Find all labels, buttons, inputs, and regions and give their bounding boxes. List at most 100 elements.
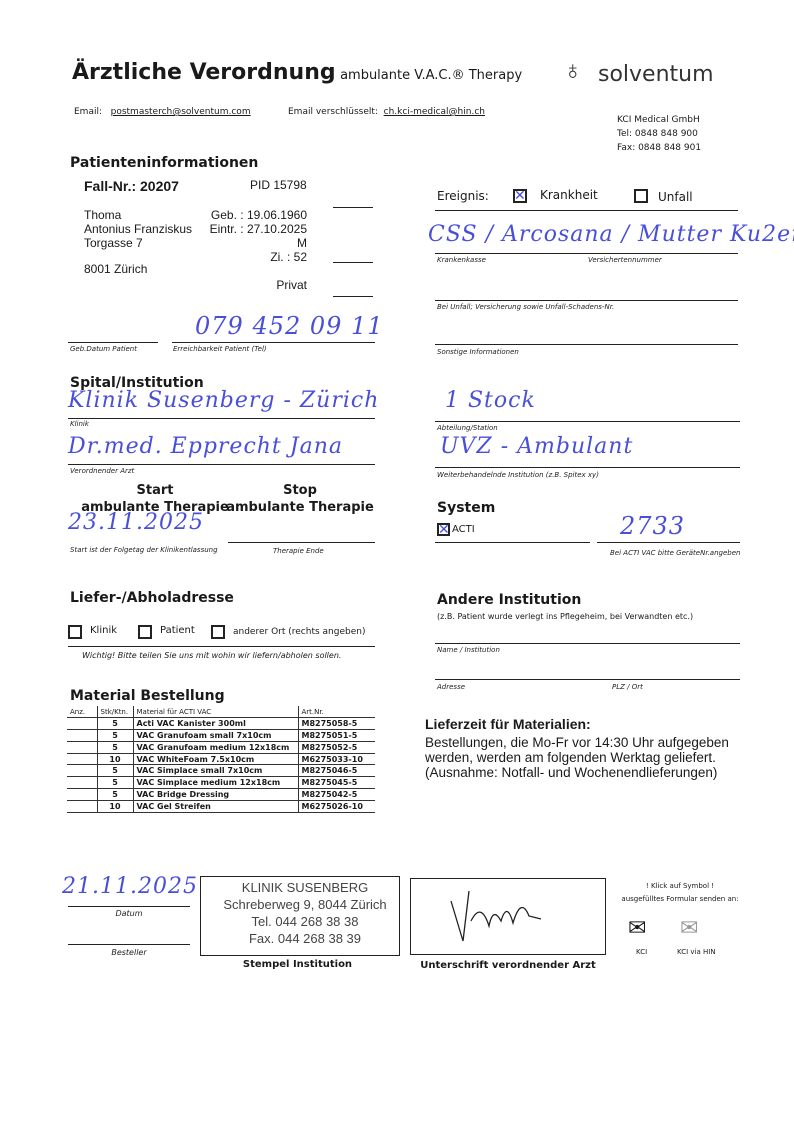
kci-label: KCI bbox=[636, 948, 648, 956]
article-cell: M8275045-5 bbox=[297, 776, 375, 790]
table-row: 5 VAC Granufoam small 7x10cm M8275051-5 bbox=[67, 729, 375, 742]
order-date-field[interactable]: 21.11.2025 bbox=[62, 874, 198, 899]
email-kci-icon[interactable]: ✉ bbox=[628, 915, 647, 940]
patient-heading: Patienteninformationen bbox=[70, 155, 259, 171]
ward-field[interactable]: 1 Stock bbox=[445, 388, 536, 413]
qty-cell[interactable] bbox=[67, 729, 97, 742]
start-label: Start ist der Folgetag der Klinikentlass… bbox=[70, 546, 218, 554]
doctor-label: Verordnender Arzt bbox=[70, 467, 135, 475]
email-hin-icon[interactable]: ✉ bbox=[680, 915, 699, 940]
article-cell: M6275033-10 bbox=[297, 753, 375, 766]
divider bbox=[435, 210, 738, 211]
table-row: 5 Acti VAC Kanister 300ml M8275058-5 bbox=[67, 717, 375, 731]
qty-cell[interactable] bbox=[67, 741, 97, 754]
table-header: Anz. Stk/Ktn. Material für ACTI VAC Art.… bbox=[67, 706, 375, 719]
name-label: Name / Institution bbox=[437, 646, 500, 654]
insurance-field[interactable]: CSS / Arcosana / Mutter Ku2em bbox=[428, 222, 794, 247]
email-enc-line: Email verschlüsselt: ch.kci-medical@hin.… bbox=[288, 107, 485, 117]
event-label: Ereignis: bbox=[437, 189, 489, 203]
delivery-patient-checkbox[interactable] bbox=[138, 625, 152, 639]
accident-label: Unfall bbox=[658, 190, 693, 204]
doctor-line bbox=[68, 464, 375, 465]
delivery-other-checkbox[interactable] bbox=[211, 625, 225, 639]
divider bbox=[435, 542, 590, 543]
article-cell: M8275051-5 bbox=[297, 729, 375, 742]
table-row: 5 VAC Simplace medium 12x18cm M8275045-5 bbox=[67, 776, 375, 790]
acti-checkbox[interactable] bbox=[437, 521, 450, 538]
delivery-other-label: anderer Ort (rechts angeben) bbox=[233, 627, 366, 637]
divider bbox=[68, 646, 375, 647]
doctor-field[interactable]: Dr.med. Epprecht Jana bbox=[68, 434, 343, 459]
name-line bbox=[435, 643, 740, 644]
date-label: Datum bbox=[115, 909, 143, 918]
end-label: Therapie Ende bbox=[273, 547, 324, 555]
article-cell: M8275046-5 bbox=[297, 764, 375, 778]
delivery-heading: Liefer-/Abholadresse bbox=[70, 590, 234, 606]
solventum-logo-icon: ♁ bbox=[563, 55, 583, 85]
start-date-field[interactable]: 23.11.2025 bbox=[68, 510, 204, 535]
insurance-label: Krankenkasse bbox=[437, 256, 486, 264]
table-row: 10 VAC WhiteFoam 7.5x10cm M6275033-10 bbox=[67, 753, 375, 766]
accident-checkbox[interactable] bbox=[634, 189, 648, 203]
delivery-clinic-checkbox[interactable] bbox=[68, 625, 82, 639]
end-date-line bbox=[228, 542, 375, 543]
email-label: Email: bbox=[74, 107, 103, 117]
qty-cell[interactable] bbox=[67, 717, 97, 731]
followup-label: Weiterbehandelnde Institution (z.B. Spit… bbox=[437, 471, 599, 479]
qty-cell[interactable] bbox=[67, 788, 97, 801]
insurance-class: Privat bbox=[276, 278, 307, 292]
email-enc-link[interactable]: ch.kci-medical@hin.ch bbox=[383, 107, 485, 117]
clinic-label: Klinik bbox=[70, 420, 89, 428]
delivery-time-line: (Ausnahme: Notfall- und Wochenendlieferu… bbox=[425, 765, 718, 780]
pack-cell: 10 bbox=[96, 753, 133, 766]
stop-heading: Stop ambulante Therapie bbox=[225, 482, 375, 516]
qty-cell[interactable] bbox=[67, 764, 97, 778]
clinic-field[interactable]: Klinik Susenberg - Zürich bbox=[68, 388, 380, 413]
pack-cell: 5 bbox=[96, 729, 133, 742]
illness-label: Krankheit bbox=[540, 188, 598, 202]
other-info-label: Sonstige Informationen bbox=[437, 348, 519, 356]
illness-checkbox[interactable] bbox=[513, 187, 527, 204]
followup-field[interactable]: UVZ - Ambulant bbox=[440, 434, 634, 459]
start-sub: ambulante Therapie bbox=[81, 500, 229, 515]
delivery-time-line: Bestellungen, die Mo-Fr vor 14:30 Uhr au… bbox=[425, 735, 729, 750]
address-line bbox=[435, 679, 740, 680]
email-line: Email: postmasterch@solventum.com bbox=[74, 107, 251, 117]
clinic-line bbox=[68, 418, 375, 419]
divider bbox=[333, 296, 373, 297]
company-info: KCI Medical GmbH Tel: 0848 848 900 Fax: 08… bbox=[617, 113, 701, 155]
table-row: 5 VAC Granufoam medium 12x18cm M8275052-5 bbox=[67, 741, 375, 754]
patient-address: Thoma Antonius Franziskus Torgasse 7 8001 Z… bbox=[84, 208, 192, 276]
pack-cell: 10 bbox=[96, 800, 133, 813]
article-cell: M8275042-5 bbox=[297, 788, 375, 801]
signature-box[interactable] bbox=[410, 878, 606, 955]
delivery-patient-label: Patient bbox=[160, 625, 195, 636]
qty-cell[interactable] bbox=[67, 753, 97, 766]
system-heading: System bbox=[437, 500, 496, 516]
email-enc-label: Email verschlüsselt: bbox=[288, 107, 378, 117]
col-qty: Anz. bbox=[67, 706, 97, 719]
material-cell: VAC Granufoam medium 12x18cm bbox=[132, 741, 298, 754]
delivery-time-line: werden, werden am folgenden Werktag geli… bbox=[425, 750, 716, 765]
start-heading: Start ambulante Therapie bbox=[70, 482, 240, 516]
device-number-field[interactable]: 2733 bbox=[620, 512, 686, 540]
stop-title: Stop bbox=[283, 483, 317, 498]
company-name: KCI Medical GmbH bbox=[617, 115, 700, 125]
stamp-box bbox=[200, 876, 400, 956]
accident-info-label: Bei Unfall; Versicherung sowie Unfall-Sc… bbox=[437, 303, 615, 311]
zip-label: PLZ / Ort bbox=[612, 683, 643, 691]
institution-heading: Spital/Institution bbox=[70, 375, 204, 391]
material-cell: VAC Simplace small 7x10cm bbox=[132, 764, 298, 778]
pid: PID 15798 bbox=[250, 178, 307, 192]
stamp-line: Schreberweg 9, 8044 Zürich bbox=[223, 897, 387, 912]
material-cell: VAC Bridge Dressing bbox=[132, 788, 298, 801]
article-cell: M8275058-5 bbox=[297, 717, 375, 731]
qty-cell[interactable] bbox=[67, 776, 97, 790]
email-link[interactable]: postmasterch@solventum.com bbox=[110, 107, 251, 117]
divider bbox=[333, 207, 373, 208]
qty-cell[interactable] bbox=[67, 800, 97, 813]
pack-cell: 5 bbox=[96, 788, 133, 801]
patient-phone[interactable]: 079 452 09 11 bbox=[195, 312, 384, 340]
ward-label: Abteilung/Station bbox=[437, 424, 498, 432]
insured-no-label: Versichertennummer bbox=[588, 256, 662, 264]
